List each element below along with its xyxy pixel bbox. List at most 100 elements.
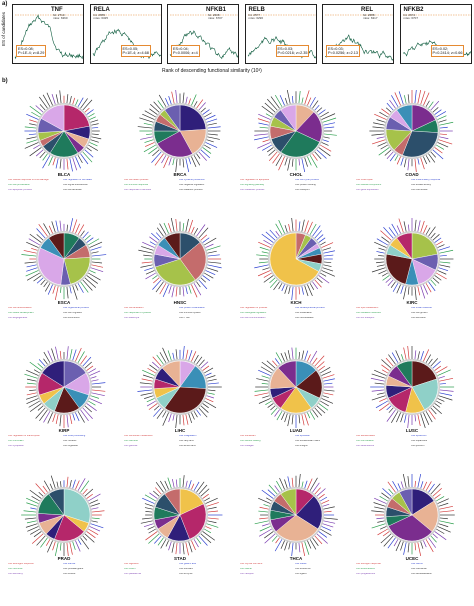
legend-entry: C01 cellular response to DNA damage <box>8 179 49 181</box>
radial-term-label <box>439 254 447 257</box>
radial-term-label <box>175 414 178 428</box>
radial-term-label <box>144 139 154 143</box>
radial-term-label <box>259 246 270 251</box>
radial-term-label <box>200 107 206 113</box>
radial-term-label <box>420 90 426 105</box>
radial-term-label <box>43 223 51 235</box>
es-gene-label: REL <box>361 7 373 13</box>
radial-term-label <box>59 158 62 169</box>
radial-term-label <box>142 497 155 504</box>
radial-term-label <box>56 481 59 488</box>
radial-term-label <box>323 254 334 257</box>
pie-lihc: LIHC C01 xenobiotic metabolism C02 coagula… <box>122 346 238 474</box>
radial-term-label <box>91 133 99 135</box>
radial-term-label <box>188 541 193 553</box>
radial-term-label <box>273 281 280 291</box>
radial-term-label <box>420 285 426 299</box>
legend-entry: C05 desmosome <box>356 444 375 447</box>
radial-term-label <box>301 97 304 104</box>
radial-term-label <box>376 119 386 123</box>
radial-term-label <box>265 113 272 118</box>
radial-term-label <box>437 398 445 402</box>
radial-term-label <box>77 478 86 491</box>
legend-entry: C04 immune system <box>179 311 201 314</box>
pie-thca: THCA C01 thyroid hormone C02 iodide C03 fol… <box>238 474 354 602</box>
cohort-legend: C01 regulation of apoptosis C02 cell cycl… <box>240 179 352 193</box>
radial-term-label <box>86 147 92 152</box>
radial-term-label <box>82 407 93 420</box>
radial-term-label <box>298 286 301 295</box>
radial-term-label <box>439 264 451 268</box>
radial-term-label <box>374 506 385 510</box>
radial-term-label <box>90 267 104 273</box>
radial-term-label <box>162 412 169 426</box>
radial-term-label <box>91 127 99 129</box>
radial-term-label <box>207 261 222 264</box>
radial-term-label <box>145 531 158 541</box>
pie-chart-svg <box>254 218 335 300</box>
radial-term-label <box>414 542 417 551</box>
legend-entry: C03 biological regulation <box>240 311 267 314</box>
radial-term-label <box>47 540 53 553</box>
radial-term-label <box>287 476 291 488</box>
radial-term-label <box>80 230 85 237</box>
radial-term-label <box>72 349 77 361</box>
legend-entry: C01 xenobiotic metabolism <box>124 435 153 437</box>
radial-term-label <box>434 237 442 243</box>
radial-term-label <box>269 277 276 284</box>
radial-term-label <box>205 372 212 376</box>
radial-term-label <box>69 414 73 425</box>
radial-term-label <box>188 349 193 361</box>
radial-term-label <box>90 246 102 251</box>
radial-term-label <box>288 542 291 550</box>
legend-entry: C06 junction <box>411 444 425 447</box>
cohort-name: LIHC <box>174 428 186 433</box>
radial-term-label <box>320 366 331 374</box>
radial-term-label <box>383 227 394 239</box>
radial-term-label <box>312 225 321 237</box>
radial-term-label <box>89 241 103 248</box>
radial-term-label <box>26 378 37 382</box>
radial-term-label <box>150 103 160 113</box>
radial-term-label <box>391 223 399 235</box>
radial-term-label <box>69 349 73 360</box>
radial-term-label <box>29 489 42 499</box>
radial-term-label <box>259 517 269 520</box>
radial-term-label <box>304 220 309 233</box>
radial-term-label <box>423 224 428 234</box>
radial-term-label <box>144 494 156 502</box>
radial-term-label <box>72 97 76 105</box>
legend-entry: C01 androgen response <box>8 563 34 565</box>
radial-term-label <box>284 479 288 489</box>
radial-term-label <box>172 414 175 421</box>
cohort-name: STAD <box>174 556 186 561</box>
radial-term-label <box>320 144 332 152</box>
radial-term-label <box>147 367 156 374</box>
radial-term-label <box>152 279 162 290</box>
radial-term-label <box>39 151 46 159</box>
radial-term-label <box>200 488 210 497</box>
radial-term-label <box>91 261 103 264</box>
radial-term-label <box>439 505 454 510</box>
radial-term-label <box>193 228 199 235</box>
radial-term-label <box>428 537 437 548</box>
radial-term-label <box>202 365 210 371</box>
radial-term-label <box>312 409 319 418</box>
radial-term-label <box>200 405 209 413</box>
radial-term-label <box>198 151 207 161</box>
radial-term-label <box>155 487 162 495</box>
radial-term-label <box>200 533 212 544</box>
radial-term-label <box>439 136 449 140</box>
radial-term-label <box>439 383 446 385</box>
radial-term-label <box>33 369 40 374</box>
radial-term-label <box>142 241 155 248</box>
radial-term-label <box>138 249 153 254</box>
radial-term-label <box>316 533 328 544</box>
radial-term-label <box>312 537 319 546</box>
radial-term-label <box>275 230 280 237</box>
radial-term-label <box>257 270 271 277</box>
radial-term-label <box>26 272 40 281</box>
radial-term-label <box>279 477 285 490</box>
radial-term-label <box>400 413 404 423</box>
radial-term-label <box>207 254 220 257</box>
